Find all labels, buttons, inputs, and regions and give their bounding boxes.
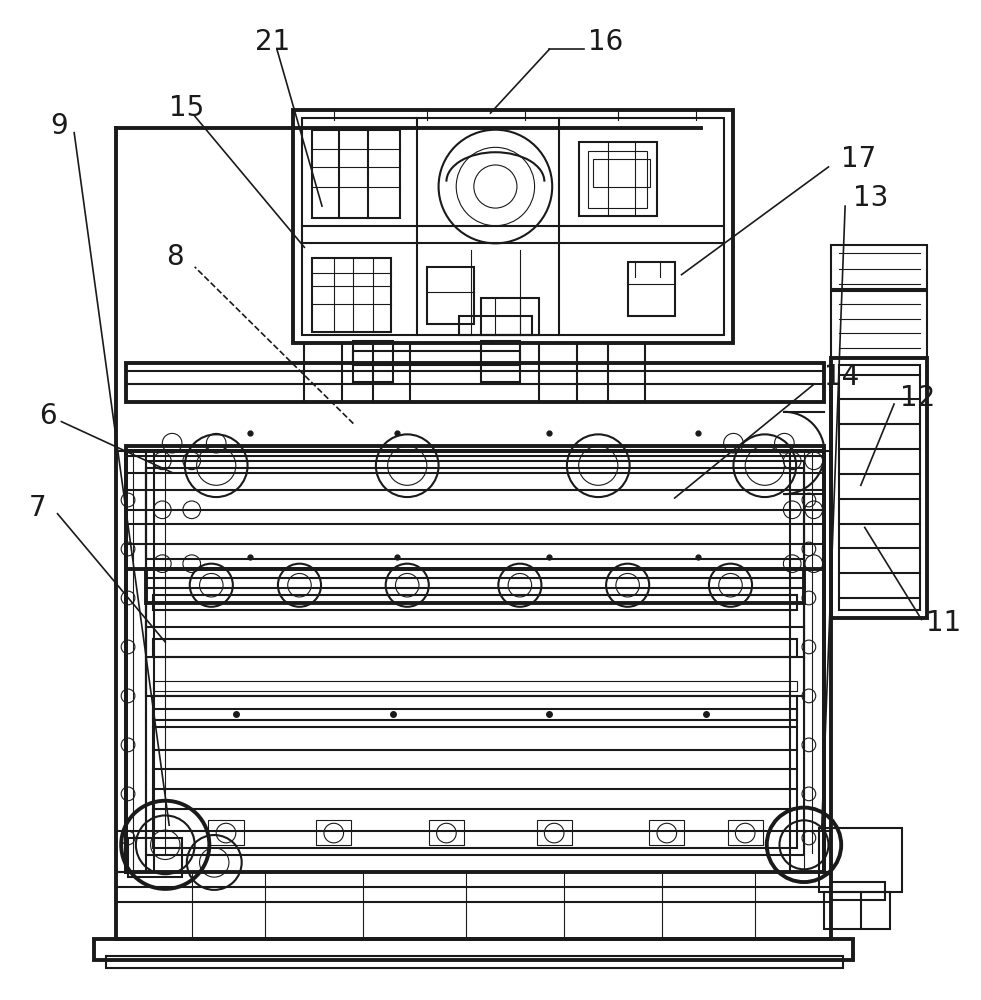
Text: 9: 9	[51, 112, 69, 140]
Bar	[373, 343, 410, 402]
Bar	[649, 820, 685, 845]
Bar	[94, 939, 852, 960]
Bar	[316, 820, 351, 845]
Bar	[127, 363, 824, 402]
Text: 8: 8	[166, 243, 183, 271]
Bar	[152, 681, 798, 691]
Bar	[608, 343, 645, 402]
Bar	[292, 110, 734, 343]
Bar	[152, 709, 798, 720]
Text: 21: 21	[255, 28, 290, 56]
Bar	[145, 468, 804, 855]
Bar	[353, 351, 520, 365]
Text: 13: 13	[852, 184, 889, 212]
Bar	[832, 291, 927, 358]
Bar	[832, 245, 927, 289]
Bar	[353, 341, 392, 382]
Bar	[540, 343, 577, 402]
Bar	[152, 696, 798, 848]
Bar	[481, 341, 520, 382]
Bar	[429, 820, 464, 845]
Text: 16: 16	[589, 28, 624, 56]
Bar	[145, 578, 804, 696]
Bar	[107, 956, 843, 968]
Bar	[594, 159, 650, 187]
Bar	[152, 595, 798, 610]
Bar	[129, 838, 181, 877]
Bar	[579, 142, 657, 216]
Bar	[152, 639, 798, 657]
Bar	[824, 892, 890, 929]
Bar	[312, 130, 400, 218]
Bar	[589, 151, 647, 208]
Text: 7: 7	[29, 494, 47, 522]
Bar	[427, 267, 474, 324]
Bar	[145, 461, 804, 559]
Bar	[728, 820, 763, 845]
Bar	[302, 118, 724, 335]
Text: 12: 12	[900, 384, 935, 412]
Bar	[791, 451, 832, 872]
Bar	[839, 365, 919, 610]
Bar	[459, 316, 532, 335]
Bar	[312, 258, 390, 332]
Bar	[481, 298, 540, 335]
Text: 11: 11	[926, 609, 961, 637]
Bar	[208, 820, 243, 845]
Bar	[117, 831, 832, 939]
Bar	[537, 820, 572, 845]
Bar	[832, 882, 885, 900]
Text: 15: 15	[169, 94, 204, 122]
Text: 14: 14	[824, 363, 858, 391]
Text: 17: 17	[841, 145, 876, 173]
Text: 6: 6	[39, 402, 57, 430]
Bar	[819, 828, 902, 892]
Bar	[117, 451, 153, 872]
Bar	[145, 569, 804, 603]
Bar	[127, 446, 824, 569]
Bar	[628, 262, 675, 316]
Bar	[832, 358, 927, 618]
Bar	[127, 451, 824, 872]
Bar	[304, 343, 341, 402]
